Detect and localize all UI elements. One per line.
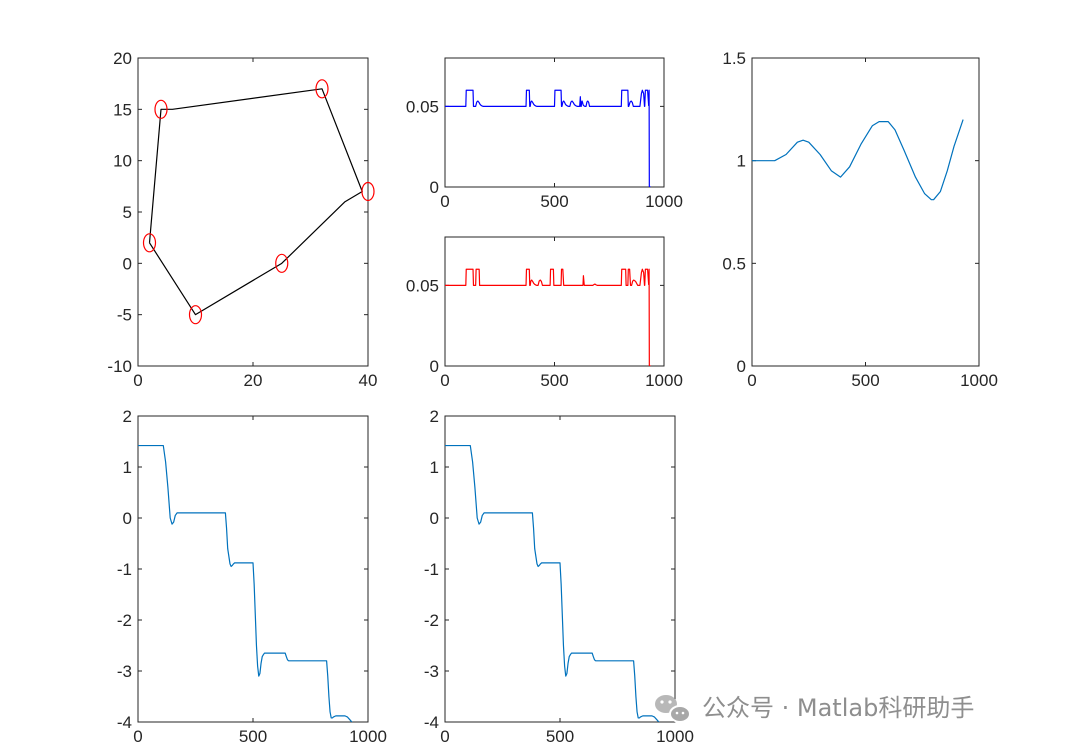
x-tick-label: 20 [244,371,263,390]
y-tick-label: 0 [430,357,439,376]
y-tick-label: 2 [430,407,439,426]
data-point-marker [154,99,168,119]
x-tick-label: 500 [546,727,574,746]
y-tick-label: 0.05 [406,97,439,116]
x-tick-label: 1000 [645,192,683,211]
y-tick-label: 0.5 [722,254,746,273]
x-tick-label: 1000 [960,371,998,390]
y-tick-label: 0 [430,509,439,528]
y-tick-label: -3 [424,662,439,681]
y-tick-label: 1 [123,458,132,477]
y-tick-label: 0 [123,509,132,528]
axes-frame [444,57,665,188]
axes-frame [444,236,665,367]
series-line [138,444,353,722]
series-line [445,444,660,722]
y-tick-label: 1.5 [722,49,746,68]
x-tick-label: 500 [540,371,568,390]
y-tick-label: 20 [113,49,132,68]
subplot-top-right: 0 500 1000 0 0.5 1 1.5 [722,49,998,390]
y-tick-label: -10 [107,357,132,376]
y-tick-label: 0 [430,178,439,197]
wechat-icon [655,695,691,723]
subplot-top-middle-lower: 0 500 1000 0 0.05 [406,236,683,390]
x-tick-label: 0 [440,727,449,746]
series-line [148,88,363,316]
y-tick-label: 1 [737,152,746,171]
data-point-marker [361,181,375,202]
series-line [445,268,651,366]
y-tick-label: 15 [113,100,132,119]
x-tick-label: 1000 [349,727,387,746]
series-line [752,119,964,201]
subplot-bottom-middle: 0 500 1000 -4 -3 -2 -1 0 1 2 [424,407,694,746]
watermark-text: 公众号 · Matlab科研助手 [702,694,974,722]
y-tick-label: 0 [737,357,746,376]
y-tick-label: -4 [117,713,132,732]
x-tick-label: 1000 [656,727,694,746]
y-tick-label: -2 [117,611,132,630]
y-tick-label: -1 [424,560,439,579]
y-tick-label: -2 [424,611,439,630]
subplot-top-left: 0 20 40 -10 -5 0 5 10 15 20 [107,49,377,390]
x-tick-label: 0 [133,727,142,746]
subplot-bottom-left: 0 500 1000 -4 -3 -2 -1 0 1 2 [117,407,387,746]
data-point-marker [188,305,203,325]
y-tick-label: 1 [430,458,439,477]
x-tick-label: 0 [440,371,449,390]
x-tick-label: 0 [440,192,449,211]
y-tick-label: 2 [123,407,132,426]
x-tick-label: 500 [851,371,879,390]
watermark: 公众号 · Matlab科研助手 [655,694,974,723]
data-point-marker [315,79,329,99]
x-tick-label: 500 [540,192,568,211]
x-tick-label: 0 [133,371,142,390]
y-tick-label: 10 [113,152,132,171]
data-point-marker [142,233,157,253]
x-tick-label: 0 [747,371,756,390]
y-tick-label: 5 [123,203,132,222]
y-tick-label: 0 [123,254,132,273]
x-tick-label: 500 [239,727,267,746]
x-tick-label: 40 [359,371,378,390]
axes-frame [751,57,980,367]
y-tick-label: -5 [117,306,132,325]
y-tick-label: -3 [117,662,132,681]
axes-frame [137,57,369,367]
x-tick-label: 1000 [645,371,683,390]
y-tick-label: -1 [117,560,132,579]
series-line [445,89,651,187]
subplot-top-middle-upper: 0 500 1000 0 0.05 [406,57,683,211]
y-tick-label: -4 [424,713,439,732]
y-tick-label: 0.05 [406,276,439,295]
data-point-marker [275,253,289,273]
